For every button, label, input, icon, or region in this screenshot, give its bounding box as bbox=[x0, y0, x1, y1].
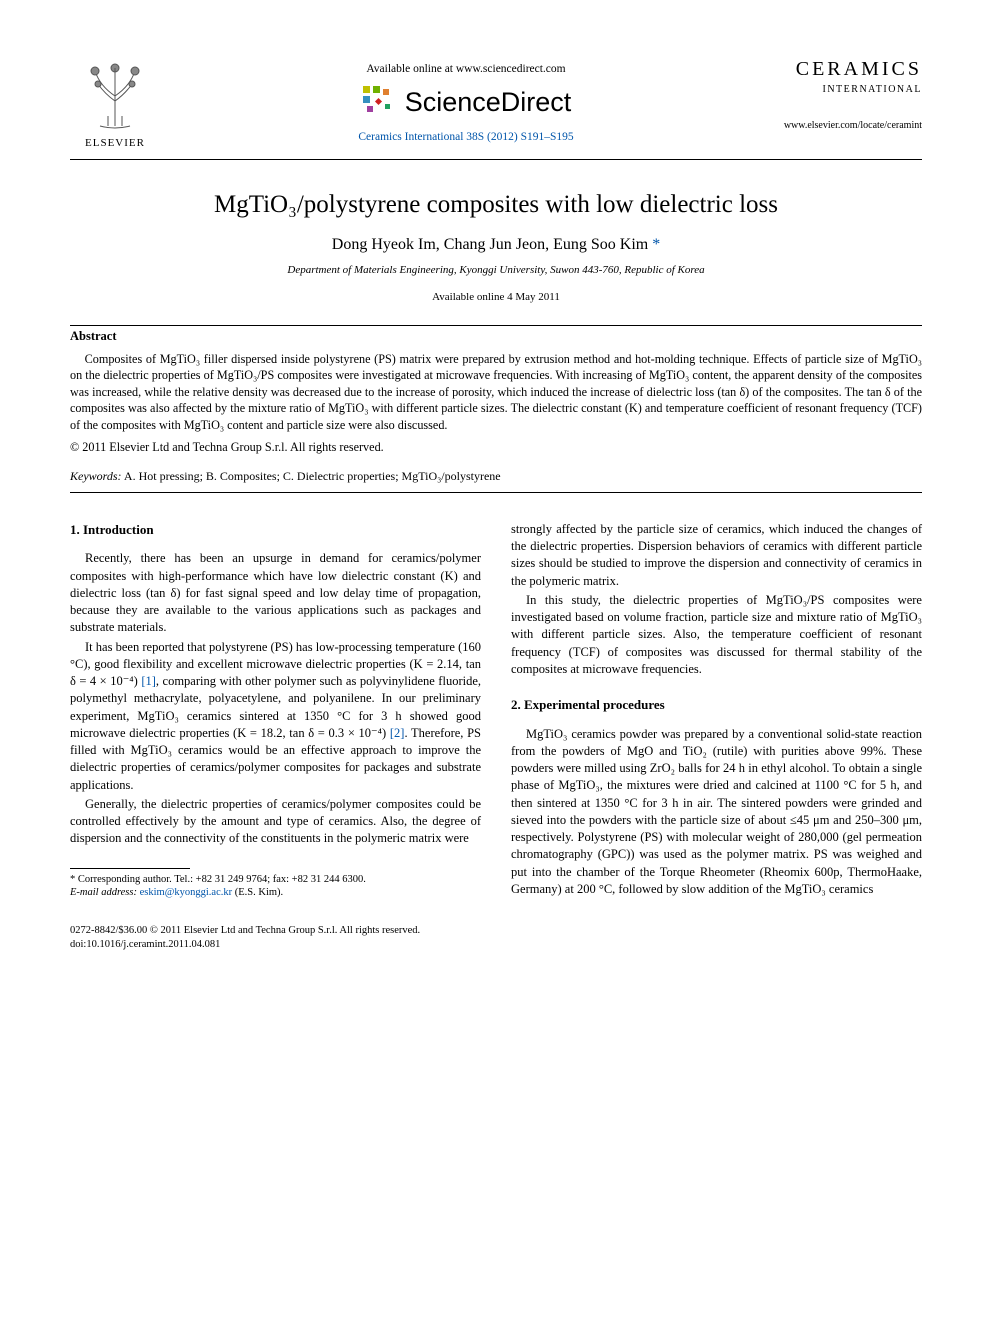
sciencedirect-text: ScienceDirect bbox=[405, 84, 572, 120]
intro-paragraph-2: It has been reported that polystyrene (P… bbox=[70, 639, 481, 794]
authors-text: Dong Hyeok Im, Chang Jun Jeon, Eung Soo … bbox=[332, 236, 648, 253]
footer-doi: doi:10.1016/j.ceramint.2011.04.081 bbox=[70, 938, 922, 952]
keywords: Keywords: A. Hot pressing; B. Composites… bbox=[70, 468, 922, 484]
corresponding-marker: * bbox=[652, 236, 660, 253]
journal-logo: CERAMICS INTERNATIONAL www.elsevier.com/… bbox=[772, 56, 922, 132]
available-online-text: Available online at www.sciencedirect.co… bbox=[160, 62, 772, 78]
reference-link-2[interactable]: [2] bbox=[390, 726, 405, 740]
journal-url[interactable]: www.elsevier.com/locate/ceramint bbox=[772, 119, 922, 133]
section-heading-experimental: 2. Experimental procedures bbox=[511, 696, 922, 714]
abstract-body: Composites of MgTiO₃ filler dispersed in… bbox=[70, 351, 922, 433]
footnote-divider bbox=[70, 868, 190, 869]
footer-issn: 0272-8842/$36.00 © 2011 Elsevier Ltd and… bbox=[70, 924, 922, 938]
journal-header: ELSEVIER Available online at www.science… bbox=[70, 56, 922, 151]
abstract-copyright: © 2011 Elsevier Ltd and Techna Group S.r… bbox=[70, 439, 922, 455]
divider bbox=[70, 159, 922, 160]
reference-link-1[interactable]: [1] bbox=[141, 674, 156, 688]
publisher-name: ELSEVIER bbox=[85, 136, 145, 151]
right-column: strongly affected by the particle size o… bbox=[511, 521, 922, 900]
corresponding-footnote: * Corresponding author. Tel.: +82 31 249… bbox=[70, 873, 481, 900]
intro-paragraph-3: Generally, the dielectric properties of … bbox=[70, 796, 481, 848]
publisher-logo: ELSEVIER bbox=[70, 56, 160, 151]
intro-paragraph-1: Recently, there has been an upsurge in d… bbox=[70, 550, 481, 636]
available-date: Available online 4 May 2011 bbox=[70, 290, 922, 305]
keywords-label: Keywords: bbox=[70, 469, 122, 483]
footnote-email-line: E-mail address: eskim@kyonggi.ac.kr (E.S… bbox=[70, 886, 481, 900]
divider bbox=[70, 325, 922, 326]
journal-logo-main: CERAMICS bbox=[772, 56, 922, 83]
sciencedirect-brand: ScienceDirect bbox=[160, 84, 772, 120]
author-list: Dong Hyeok Im, Chang Jun Jeon, Eung Soo … bbox=[70, 234, 922, 256]
sciencedirect-icon bbox=[361, 84, 397, 120]
center-header: Available online at www.sciencedirect.co… bbox=[160, 56, 772, 145]
abstract-heading: Abstract bbox=[70, 328, 922, 345]
footnote-contact: * Corresponding author. Tel.: +82 31 249… bbox=[70, 873, 481, 887]
affiliation: Department of Materials Engineering, Kyo… bbox=[70, 263, 922, 278]
elsevier-tree-icon bbox=[80, 56, 150, 134]
footnote-email[interactable]: eskim@kyonggi.ac.kr bbox=[140, 887, 233, 898]
divider-thick bbox=[70, 492, 922, 493]
body-columns: 1. Introduction Recently, there has been… bbox=[70, 521, 922, 900]
article-title: MgTiO₃/polystyrene composites with low d… bbox=[70, 188, 922, 222]
footnote-email-name: (E.S. Kim). bbox=[232, 887, 283, 898]
keywords-text: A. Hot pressing; B. Composites; C. Diele… bbox=[122, 469, 501, 483]
journal-logo-sub: INTERNATIONAL bbox=[772, 83, 922, 97]
col2-paragraph-2: In this study, the dielectric properties… bbox=[511, 592, 922, 678]
experimental-paragraph-1: MgTiO₃ ceramics powder was prepared by a… bbox=[511, 726, 922, 899]
col2-continuation: strongly affected by the particle size o… bbox=[511, 521, 922, 590]
section-heading-introduction: 1. Introduction bbox=[70, 521, 481, 539]
page-footer: 0272-8842/$36.00 © 2011 Elsevier Ltd and… bbox=[70, 924, 922, 952]
journal-citation[interactable]: Ceramics International 38S (2012) S191–S… bbox=[160, 130, 772, 146]
footnote-email-label: E-mail address: bbox=[70, 887, 137, 898]
left-column: 1. Introduction Recently, there has been… bbox=[70, 521, 481, 900]
